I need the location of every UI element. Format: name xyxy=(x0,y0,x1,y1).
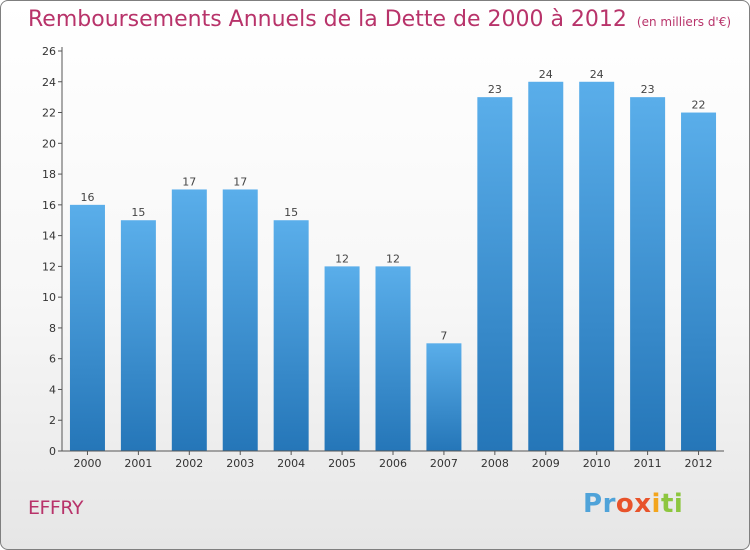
data-label: 15 xyxy=(131,206,145,219)
bar-2000[interactable] xyxy=(69,204,105,451)
bar-2001[interactable] xyxy=(120,220,156,451)
y-tick-label: 18 xyxy=(42,168,56,181)
y-tick-label: 2 xyxy=(49,414,56,427)
bar-2002[interactable] xyxy=(171,189,207,451)
bar-2004[interactable] xyxy=(273,220,309,451)
y-tick-label: 26 xyxy=(42,45,56,58)
x-tick-label: 2007 xyxy=(430,457,458,470)
y-tick-label: 6 xyxy=(49,353,56,366)
bar-2007[interactable] xyxy=(426,343,462,451)
x-tick-label: 2002 xyxy=(175,457,203,470)
y-tick-label: 10 xyxy=(42,291,56,304)
bar-2009[interactable] xyxy=(528,81,564,452)
x-tick-label: 2009 xyxy=(532,457,560,470)
bar-2005[interactable] xyxy=(324,266,360,451)
x-tick-label: 2001 xyxy=(124,457,152,470)
place-name: EFFRY xyxy=(28,497,83,519)
x-tick-label: 2006 xyxy=(379,457,407,470)
bar-2006[interactable] xyxy=(375,266,411,451)
data-label: 23 xyxy=(488,83,502,96)
data-label: 12 xyxy=(335,252,349,265)
y-tick-label: 22 xyxy=(42,107,56,120)
chart-unit: (en milliers d'€) xyxy=(636,15,732,29)
bar-2010[interactable] xyxy=(579,81,615,452)
bar-2011[interactable] xyxy=(630,97,666,452)
bar-2003[interactable] xyxy=(222,189,258,451)
data-label: 22 xyxy=(692,99,706,112)
data-label: 17 xyxy=(182,175,196,188)
x-tick-label: 2004 xyxy=(277,457,305,470)
data-label: 23 xyxy=(641,83,655,96)
y-tick-label: 4 xyxy=(49,383,56,396)
x-tick-label: 2012 xyxy=(685,457,713,470)
y-tick-label: 8 xyxy=(49,322,56,335)
data-label: 16 xyxy=(80,191,94,204)
title-row: Remboursements Annuels de la Dette de 20… xyxy=(28,7,731,32)
data-label: 17 xyxy=(233,175,247,188)
data-label: 24 xyxy=(590,68,604,81)
x-tick-label: 2003 xyxy=(226,457,254,470)
x-tick-label: 2005 xyxy=(328,457,356,470)
x-tick-label: 2010 xyxy=(583,457,611,470)
y-tick-label: 14 xyxy=(42,230,56,243)
chart-title: Remboursements Annuels de la Dette de 20… xyxy=(28,7,627,32)
x-tick-label: 2011 xyxy=(634,457,662,470)
y-tick-label: 24 xyxy=(42,76,56,89)
y-tick-label: 12 xyxy=(42,260,56,273)
y-tick-label: 0 xyxy=(49,445,56,458)
data-label: 15 xyxy=(284,206,298,219)
data-label: 24 xyxy=(539,68,553,81)
y-tick-label: 16 xyxy=(42,199,56,212)
y-tick-label: 20 xyxy=(42,137,56,150)
bar-2012[interactable] xyxy=(681,112,717,452)
data-label: 12 xyxy=(386,252,400,265)
bar-2008[interactable] xyxy=(477,97,513,452)
data-label: 7 xyxy=(440,329,447,342)
proxiti-logo[interactable]: Proxiti xyxy=(583,489,684,519)
x-tick-label: 2008 xyxy=(481,457,509,470)
x-tick-label: 2000 xyxy=(73,457,101,470)
